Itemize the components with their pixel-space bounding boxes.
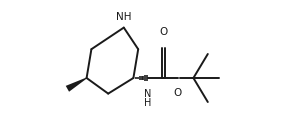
Polygon shape: [66, 78, 87, 92]
Text: N
H: N H: [144, 89, 152, 108]
Text: NH: NH: [116, 12, 132, 22]
Text: O: O: [174, 88, 182, 98]
Text: O: O: [159, 27, 168, 37]
